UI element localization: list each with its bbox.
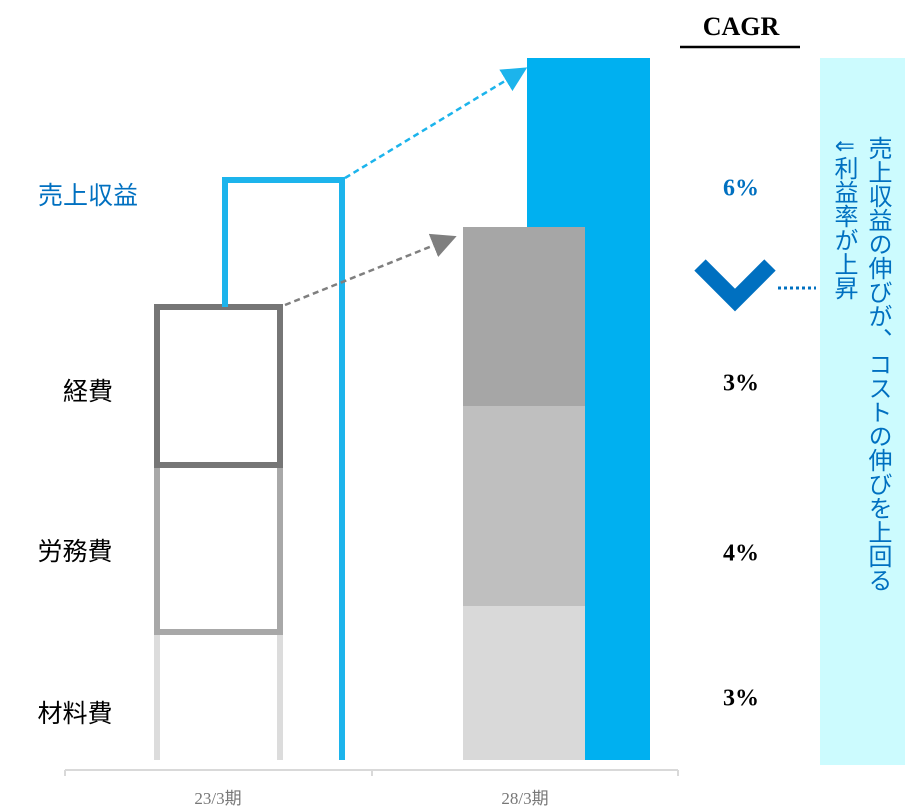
expense-label: 経費 xyxy=(63,377,113,406)
note-box: 売上収益の伸びが、コストの伸びを上回る ⇓利益率が上昇 xyxy=(820,58,905,765)
revenue-label: 売上収益 xyxy=(38,181,138,210)
labor-outline xyxy=(154,462,283,635)
cost-arrow xyxy=(284,233,457,307)
cagr-header: CAGR xyxy=(703,12,780,41)
material-bar xyxy=(463,606,585,760)
note-line: ⇓利益率が上昇 xyxy=(830,136,858,301)
cagr-revenue: 6% xyxy=(723,176,759,202)
material-label: 材料費 xyxy=(37,699,112,728)
labor-label: 労務費 xyxy=(37,537,112,566)
x-axis xyxy=(64,769,679,776)
expense-outline xyxy=(154,304,283,468)
period-label: 28/3期 xyxy=(501,789,548,808)
material-outline xyxy=(154,632,283,760)
revenue-arrow xyxy=(344,67,528,180)
note-line: 売上収益の伸びが、コストの伸びを上回る xyxy=(864,136,892,592)
cagr-labor: 4% xyxy=(723,541,759,567)
cagr-material: 3% xyxy=(723,686,759,712)
labor-bar xyxy=(463,406,585,606)
cagr-expense: 3% xyxy=(723,371,759,397)
expense-bar xyxy=(463,227,585,406)
chevron xyxy=(694,259,776,312)
period-label: 23/3期 xyxy=(194,789,241,808)
revenue-outline xyxy=(222,177,345,760)
